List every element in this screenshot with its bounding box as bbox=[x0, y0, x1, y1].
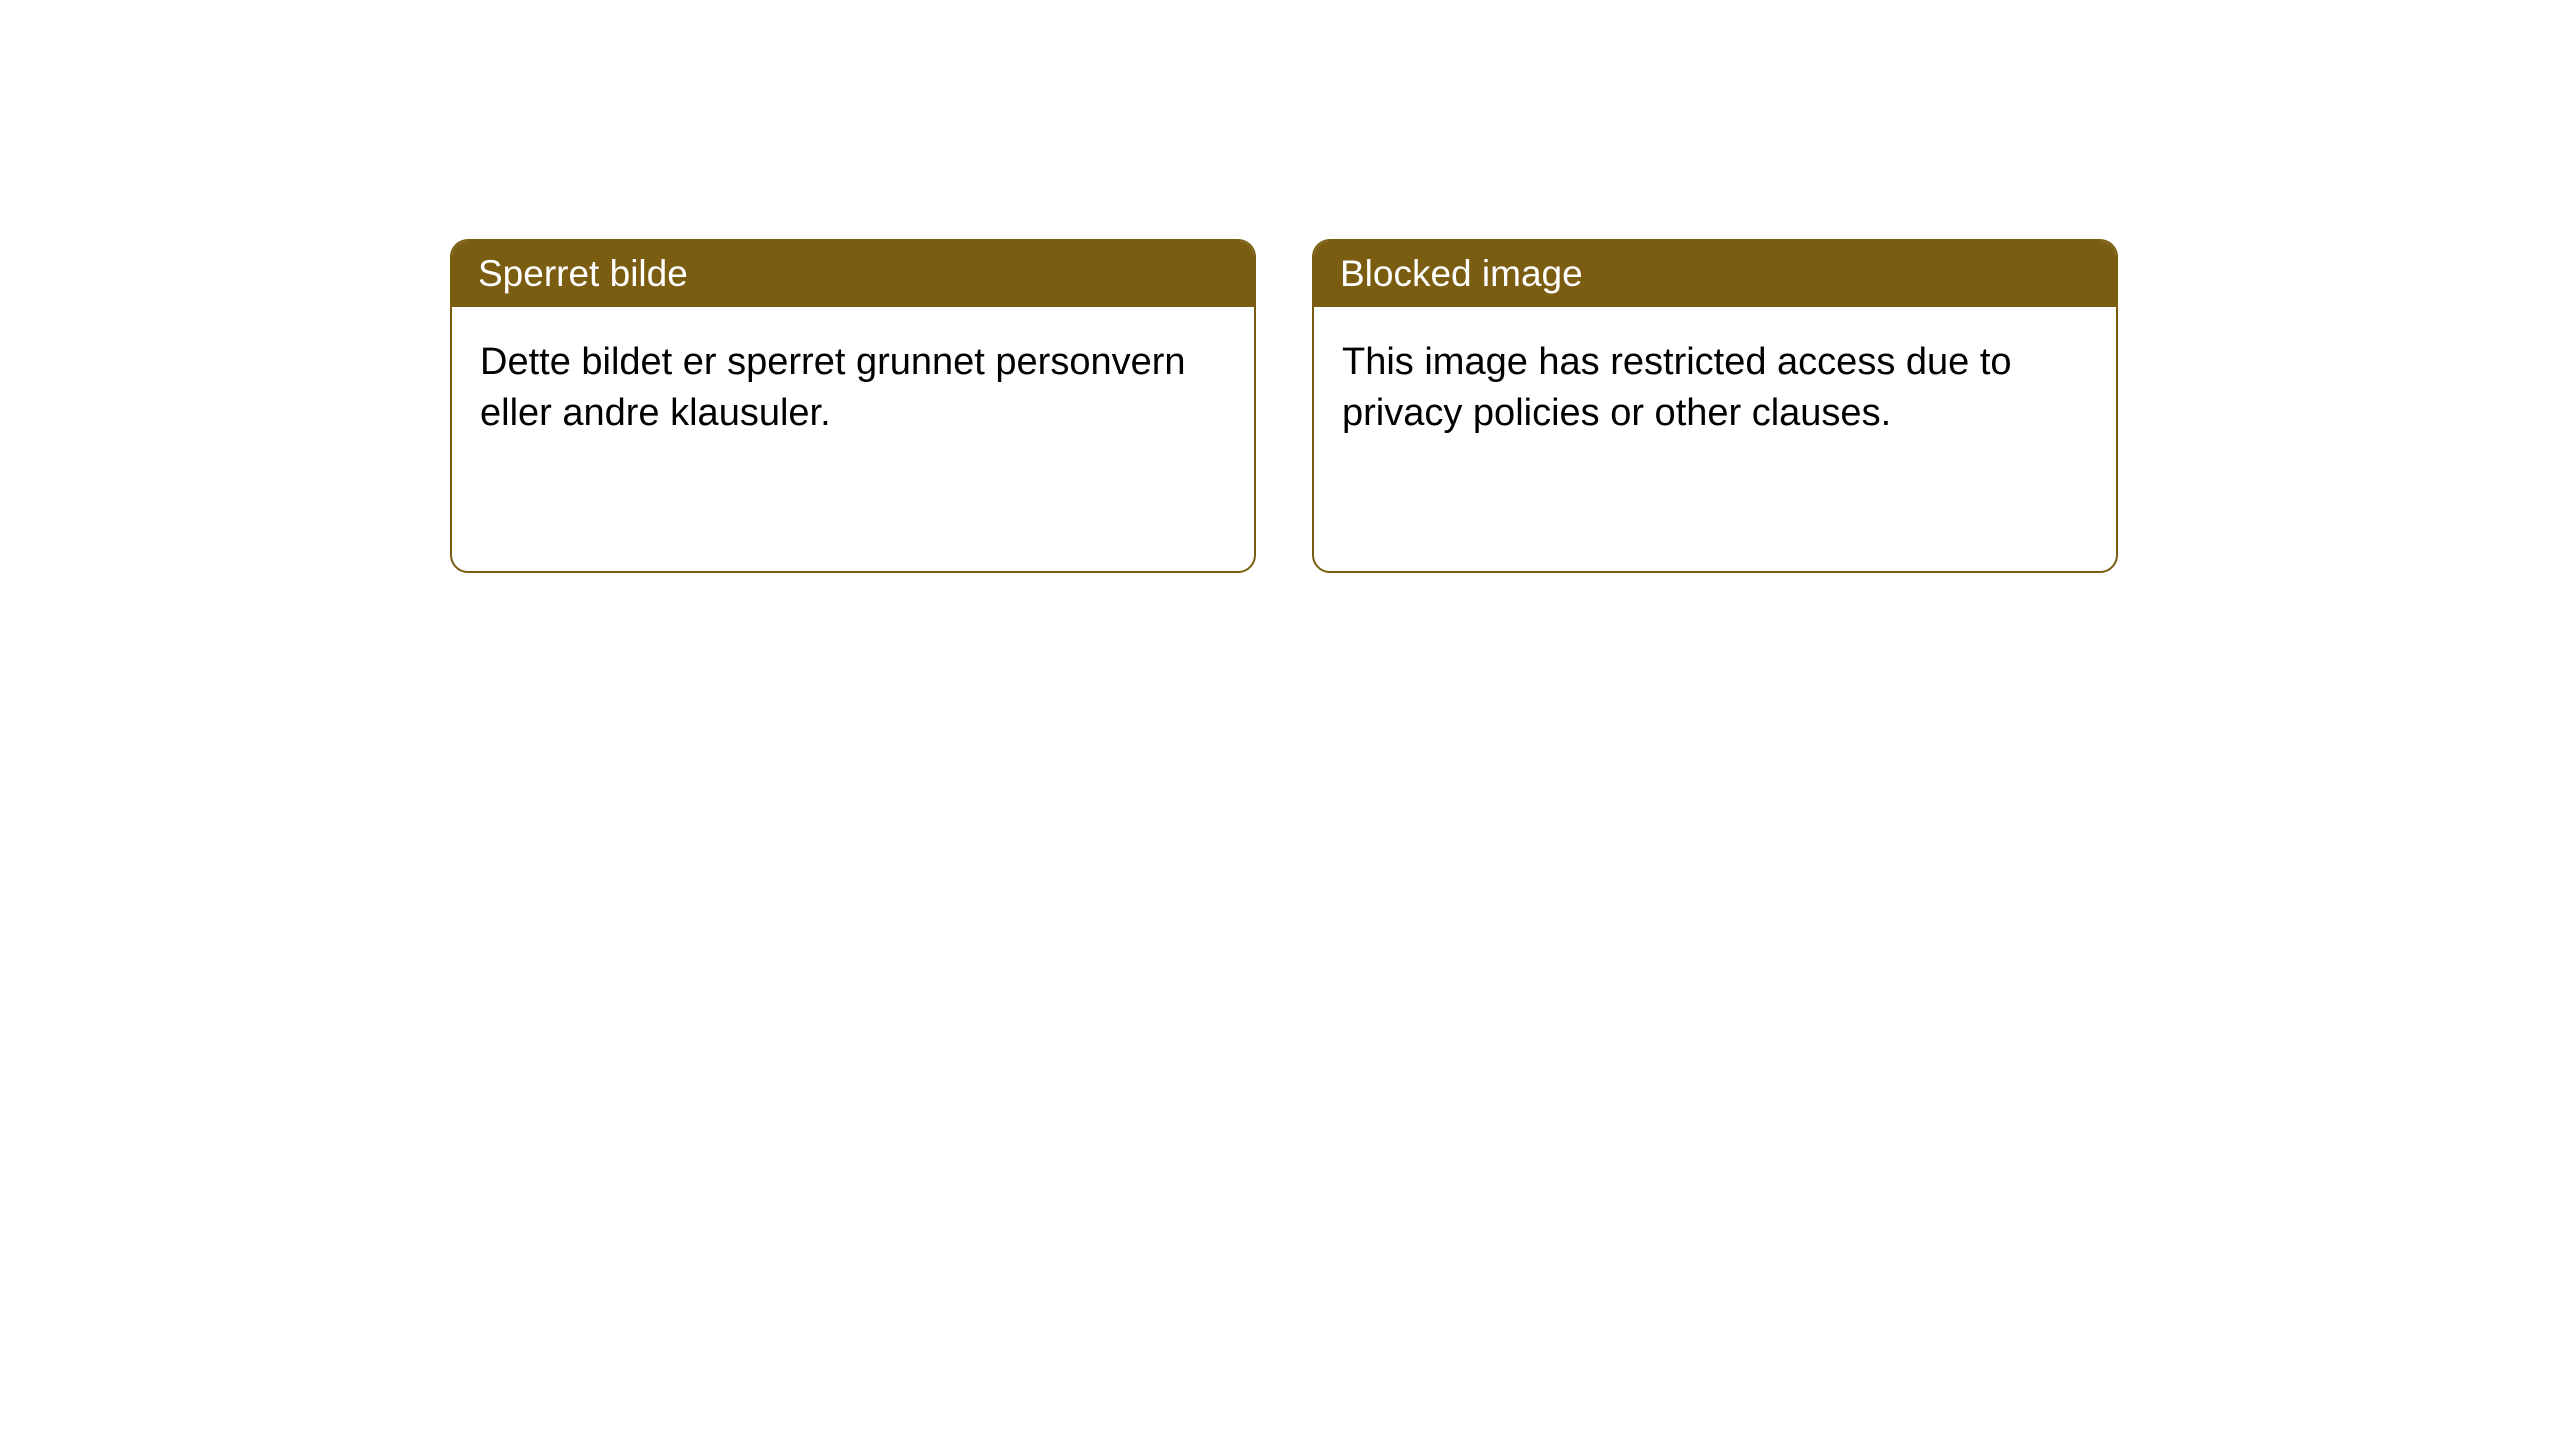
card-message-english: This image has restricted access due to … bbox=[1342, 341, 2012, 434]
blocked-image-card-english: Blocked image This image has restricted … bbox=[1312, 239, 2118, 573]
card-body-norwegian: Dette bildet er sperret grunnet personve… bbox=[452, 307, 1254, 470]
blocked-image-card-norwegian: Sperret bilde Dette bildet er sperret gr… bbox=[450, 239, 1256, 573]
card-header-english: Blocked image bbox=[1314, 241, 2116, 307]
card-header-norwegian: Sperret bilde bbox=[452, 241, 1254, 307]
card-title-english: Blocked image bbox=[1340, 253, 1583, 294]
notice-container: Sperret bilde Dette bildet er sperret gr… bbox=[0, 0, 2560, 573]
card-body-english: This image has restricted access due to … bbox=[1314, 307, 2116, 470]
card-title-norwegian: Sperret bilde bbox=[478, 253, 688, 294]
card-message-norwegian: Dette bildet er sperret grunnet personve… bbox=[480, 341, 1186, 434]
